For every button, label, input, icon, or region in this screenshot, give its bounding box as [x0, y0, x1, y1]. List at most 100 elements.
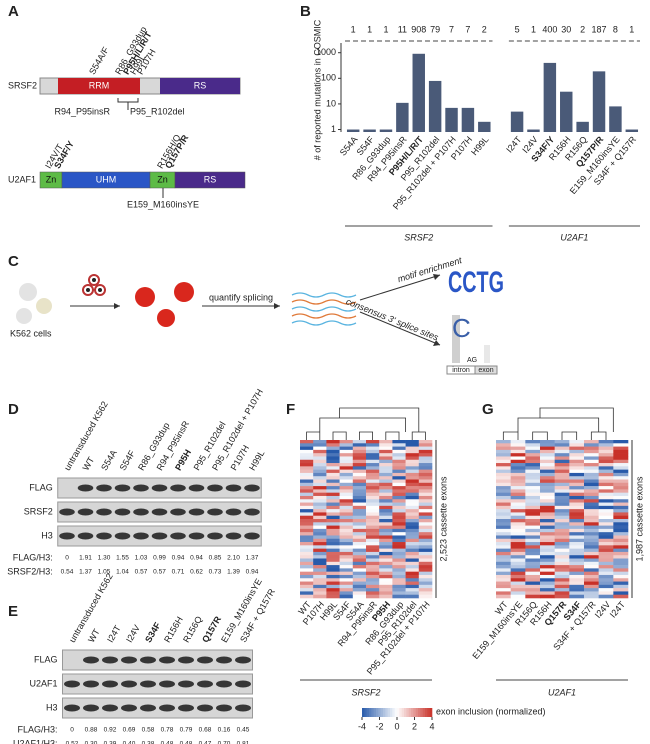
heatmap-cell: [379, 509, 393, 513]
heatmap-cell: [496, 440, 511, 444]
heatmap-cell: [540, 466, 555, 470]
heatmap-cell: [379, 499, 393, 503]
heatmap-cell: [366, 519, 380, 523]
heatmap-cell: [379, 551, 393, 556]
heatmap-cell: [379, 495, 393, 500]
panel-label: D: [8, 401, 19, 418]
bar: [363, 129, 376, 132]
group-label: SRSF2: [404, 232, 433, 242]
colorbar-cell: [420, 708, 423, 717]
ratio-value: 0.88: [85, 727, 98, 734]
blot-band: [151, 484, 168, 492]
heatmap-cell: [418, 440, 433, 444]
heatmap-cell: [379, 525, 393, 530]
heatmap-cell: [584, 525, 599, 530]
heatmap-cell: [405, 591, 420, 596]
heatmap-cell: [584, 449, 599, 454]
heatmap-cell: [525, 492, 541, 497]
heatmap-cell: [496, 482, 511, 487]
heatmap-cell: [313, 538, 327, 543]
heatmap-cell: [613, 466, 629, 470]
heatmap-cell: [379, 519, 393, 523]
heatmap-cell: [554, 538, 570, 543]
blot-band: [121, 656, 137, 664]
heatmap-cell: [418, 594, 433, 599]
heatmap-cell: [339, 492, 354, 497]
heatmap-cell: [584, 578, 599, 582]
heatmap-cell: [313, 561, 327, 566]
heatmap-cell: [510, 558, 526, 563]
dendrogram: [306, 407, 426, 440]
count-label: 1: [351, 24, 356, 34]
mutation-label: E159_M160insYE: [127, 199, 199, 209]
heatmap-cell: [392, 565, 406, 569]
heatmap-cell: [300, 472, 314, 477]
heatmap-cell: [540, 591, 555, 596]
heatmap-cell: [554, 551, 570, 556]
heatmap-cell: [554, 472, 570, 477]
heatmap-cell: [405, 492, 420, 497]
count-label: 5: [515, 24, 520, 34]
heatmap-cell: [525, 463, 541, 467]
heatmap-cell: [379, 591, 393, 596]
heatmap-cell: [569, 459, 585, 464]
heatmap-cell: [352, 499, 367, 503]
ratio-value: 0.92: [104, 727, 117, 734]
heatmap-cell: [496, 479, 511, 484]
colorbar-cell: [369, 708, 372, 717]
heatmap-cell: [379, 469, 393, 474]
heatmap-cell: [300, 568, 314, 572]
heatmap-cell: [405, 466, 420, 470]
heatmap-cell: [598, 542, 614, 546]
heatmap-cell: [392, 558, 406, 563]
heatmap-cell: [326, 594, 340, 599]
lane-label: S54A: [99, 448, 119, 472]
heatmap-cell: [352, 449, 367, 454]
heatmap-cell: [379, 472, 393, 477]
count-label: 1: [367, 24, 372, 34]
heatmap-cell: [525, 459, 541, 464]
exon-count: 2,523 cassette exons: [438, 476, 448, 562]
heatmap-cell: [300, 565, 314, 569]
heatmap-cell: [569, 568, 585, 572]
ratio-value: 0.58: [142, 727, 155, 734]
arrowhead: [433, 274, 440, 280]
logo-letter: C: [452, 313, 471, 343]
heatmap-cell: [569, 482, 585, 487]
blot-band: [83, 656, 99, 664]
mutation-label: R94_P95insR: [54, 106, 110, 116]
ratio-value: 1.05: [98, 569, 111, 576]
heatmap-cell: [418, 502, 433, 507]
heatmap-cell: [379, 446, 393, 451]
heatmap-cell: [540, 519, 555, 523]
arrow: [359, 311, 441, 346]
blot-band: [216, 656, 232, 664]
ratio-value: 0.57: [135, 569, 148, 576]
heatmap-cell: [540, 542, 555, 546]
heatmap-cell: [569, 463, 585, 467]
colorbar-cell: [413, 708, 416, 717]
colorbar-cell: [418, 708, 421, 717]
heatmap-cell: [392, 561, 406, 566]
ratio-value: 0.71: [172, 569, 185, 576]
heatmap-cell: [525, 449, 541, 454]
heatmap-cell: [405, 551, 420, 556]
y-tick-label: 100: [321, 73, 336, 83]
heatmap-cell: [540, 476, 555, 480]
count-label: 11: [398, 24, 407, 34]
heatmap-cell: [554, 558, 570, 563]
heatmap-cell: [313, 495, 327, 500]
heatmap-cell: [300, 578, 314, 582]
heatmap-cell: [379, 561, 393, 566]
colorbar-cell: [373, 708, 377, 717]
heatmap-cell: [326, 545, 340, 549]
lane-label: S54F: [118, 448, 138, 472]
ratio-value: 0.94: [172, 555, 185, 562]
heatmap-cell: [510, 584, 526, 589]
colorbar-cell: [404, 708, 407, 717]
heatmap-cell: [379, 459, 393, 464]
heatmap-cell: [569, 509, 585, 513]
heatmap-cell: [554, 463, 570, 467]
heatmap-cell: [540, 528, 555, 533]
heatmap-cell: [540, 581, 555, 586]
